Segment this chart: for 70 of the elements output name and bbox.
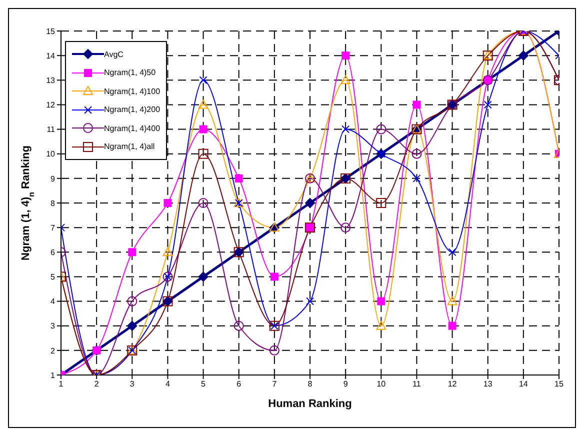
y-tick-label: 12 — [46, 100, 56, 110]
point — [162, 247, 173, 256]
point — [518, 50, 528, 61]
point — [164, 199, 172, 207]
point — [340, 75, 351, 84]
legend-label: Ngram(1, 4)all — [104, 142, 155, 152]
point — [376, 124, 386, 134]
point — [340, 222, 351, 233]
point — [234, 320, 244, 331]
x-tick-label: 10 — [376, 380, 386, 389]
y-tick-label: 1 — [50, 370, 56, 380]
point — [198, 148, 208, 159]
legend-label: AvgC — [104, 50, 124, 59]
point — [270, 272, 278, 281]
x-tick-label: 15 — [554, 380, 564, 389]
point — [484, 100, 492, 109]
legend-label: Ngram(1, 4)400 — [104, 124, 160, 133]
legend-label: Ngram(1, 4)100 — [104, 86, 160, 96]
x-tick-label: 7 — [272, 380, 278, 389]
point — [448, 248, 456, 256]
point — [306, 297, 314, 306]
point — [412, 100, 421, 109]
x-tick-label: 8 — [308, 380, 313, 389]
x-tick-label: 13 — [483, 380, 493, 389]
y-tick-label: 5 — [50, 272, 56, 282]
x-tick-label: 4 — [165, 380, 170, 389]
point — [127, 296, 138, 306]
point — [234, 174, 243, 182]
point — [342, 52, 350, 60]
y-tick-label: 4 — [50, 297, 56, 306]
x-tick-label: 9 — [343, 380, 348, 389]
point — [377, 297, 386, 306]
point — [448, 322, 456, 330]
point — [342, 125, 350, 134]
y-tick-label: 14 — [46, 51, 56, 60]
x-tick-label: 5 — [201, 380, 206, 389]
x-tick-label: 14 — [518, 380, 528, 389]
point — [199, 76, 208, 84]
x-tick-label: 6 — [236, 380, 242, 389]
point — [198, 272, 208, 282]
y-tick-label: 15 — [46, 26, 56, 36]
point — [127, 320, 138, 331]
y-tick-label: 11 — [46, 125, 56, 134]
point — [412, 148, 422, 159]
x-tick-label: 11 — [412, 380, 422, 389]
point — [376, 320, 386, 330]
point — [128, 248, 136, 256]
point — [305, 198, 315, 208]
point — [198, 100, 208, 109]
x-tick-label: 12 — [448, 380, 458, 389]
x-axis-title: Human Ranking — [268, 398, 352, 410]
x-tick-label: 2 — [94, 380, 100, 389]
y-tick-label: 3 — [50, 322, 56, 331]
y-tick-label: 13 — [46, 76, 56, 85]
point — [269, 345, 280, 356]
x-tick-label: 1 — [58, 380, 64, 389]
point — [198, 198, 208, 208]
legend-label: Ngram(1, 4)200 — [104, 105, 160, 114]
y-tick-label: 6 — [50, 248, 56, 257]
y-tick-label: 9 — [50, 174, 56, 184]
legend-label: Ngram(1, 4)50 — [104, 68, 156, 78]
x-tick-label: 3 — [130, 380, 135, 389]
point — [447, 296, 458, 306]
point — [412, 174, 421, 182]
point — [376, 198, 386, 208]
y-tick-label: 10 — [46, 150, 56, 159]
y-tick-label: 7 — [50, 223, 56, 232]
point — [199, 125, 208, 134]
y-tick-label: 2 — [50, 346, 56, 356]
y-tick-label: 8 — [50, 198, 56, 208]
